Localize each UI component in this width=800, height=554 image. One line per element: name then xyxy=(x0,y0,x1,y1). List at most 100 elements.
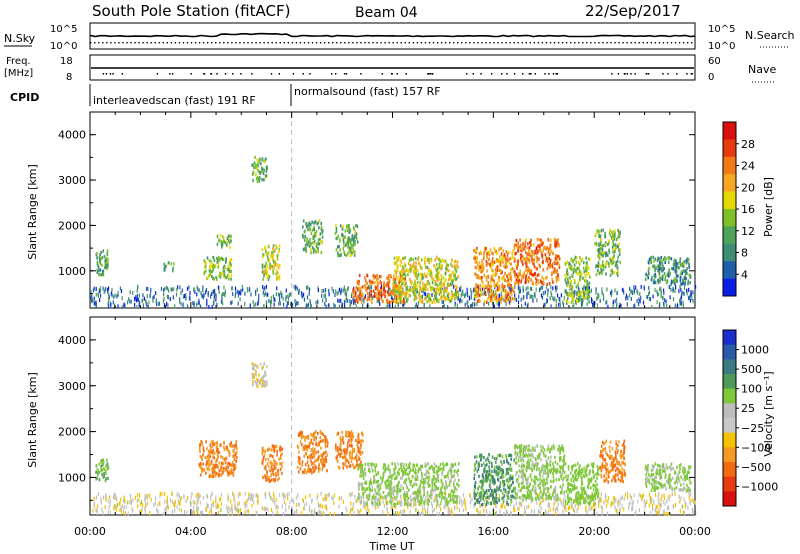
data-cell xyxy=(436,279,439,283)
data-cell xyxy=(232,491,234,496)
data-cell xyxy=(474,260,476,264)
data-cell xyxy=(583,291,585,295)
nsearch-point xyxy=(646,42,648,44)
data-cell xyxy=(491,268,493,272)
data-cell xyxy=(536,244,539,248)
data-cell xyxy=(355,304,357,309)
data-cell xyxy=(530,278,532,282)
data-cell xyxy=(104,505,106,510)
nsearch-point xyxy=(453,42,455,44)
data-cell xyxy=(395,300,398,304)
data-cell xyxy=(93,299,95,303)
data-cell xyxy=(278,250,280,254)
data-cell xyxy=(224,467,227,471)
data-cell xyxy=(508,261,511,265)
data-cell xyxy=(406,268,408,272)
data-cell xyxy=(264,245,266,249)
data-cell xyxy=(196,508,198,513)
data-cell xyxy=(105,493,107,498)
data-cell xyxy=(486,300,488,304)
data-cell xyxy=(511,297,513,301)
data-cell xyxy=(251,362,254,366)
data-cell xyxy=(420,266,422,270)
nsearch-point xyxy=(126,42,128,44)
nsearch-point xyxy=(666,42,669,44)
data-cell xyxy=(608,264,610,268)
data-cell xyxy=(671,492,673,496)
data-cell xyxy=(179,498,181,503)
data-cell xyxy=(454,259,457,263)
data-cell xyxy=(458,500,461,505)
data-cell xyxy=(510,512,512,517)
data-cell xyxy=(223,285,225,290)
nave-point xyxy=(634,73,636,75)
nsearch-point xyxy=(307,42,310,44)
data-cell xyxy=(602,267,605,271)
nsearch-point xyxy=(122,42,124,44)
data-cell xyxy=(261,166,263,170)
data-cell xyxy=(383,281,385,285)
data-cell xyxy=(322,439,324,443)
data-cell xyxy=(173,502,175,506)
data-cell xyxy=(275,262,277,266)
data-cell xyxy=(435,287,438,291)
data-cell xyxy=(237,502,239,507)
nsearch-point xyxy=(614,42,616,44)
data-cell xyxy=(580,293,582,298)
data-cell xyxy=(196,302,198,307)
data-cell xyxy=(633,288,635,293)
data-cell xyxy=(509,268,512,272)
data-cell xyxy=(426,300,428,304)
data-cell xyxy=(285,295,287,300)
nave-point xyxy=(109,73,112,75)
data-cell xyxy=(648,290,650,295)
data-cell xyxy=(273,464,276,468)
data-cell xyxy=(594,507,596,512)
data-cell xyxy=(380,288,383,292)
data-cell xyxy=(605,262,608,266)
data-cell xyxy=(583,270,586,274)
data-cell xyxy=(564,278,567,282)
data-cell xyxy=(488,284,491,288)
data-cell xyxy=(313,507,315,512)
data-cell xyxy=(295,511,297,515)
data-cell xyxy=(214,288,216,293)
data-cell xyxy=(434,295,436,299)
nave-point xyxy=(240,73,242,75)
data-cell xyxy=(461,499,463,504)
data-cell xyxy=(575,296,578,300)
data-cell xyxy=(226,236,229,240)
data-cell xyxy=(318,441,320,445)
data-cell xyxy=(375,505,377,510)
data-cell xyxy=(221,299,223,304)
data-cell xyxy=(545,247,547,251)
data-cell xyxy=(663,291,665,296)
data-cell xyxy=(400,270,402,274)
data-cell xyxy=(326,453,329,457)
data-cell xyxy=(560,293,562,298)
data-cell xyxy=(595,290,597,295)
data-cell xyxy=(434,274,437,278)
nsearch-tick-bottom: 10^0 xyxy=(708,41,735,52)
nsearch-point xyxy=(186,42,189,44)
data-cell xyxy=(532,273,534,278)
data-cell xyxy=(659,280,661,284)
data-cell xyxy=(252,163,254,167)
data-cell xyxy=(285,503,287,507)
data-cell xyxy=(166,501,169,506)
data-cell xyxy=(124,499,126,503)
data-cell xyxy=(526,277,529,282)
data-cell xyxy=(618,242,620,246)
data-cell xyxy=(598,243,600,247)
data-cell xyxy=(255,381,257,385)
data-cell xyxy=(132,498,134,503)
data-cell xyxy=(150,287,152,292)
data-cell xyxy=(496,293,498,297)
data-cell xyxy=(257,494,259,499)
data-cell xyxy=(541,295,544,300)
data-cell xyxy=(404,264,407,268)
data-cell xyxy=(221,293,223,298)
data-cell xyxy=(637,291,639,296)
data-cell xyxy=(690,290,692,294)
data-cell xyxy=(274,477,276,481)
